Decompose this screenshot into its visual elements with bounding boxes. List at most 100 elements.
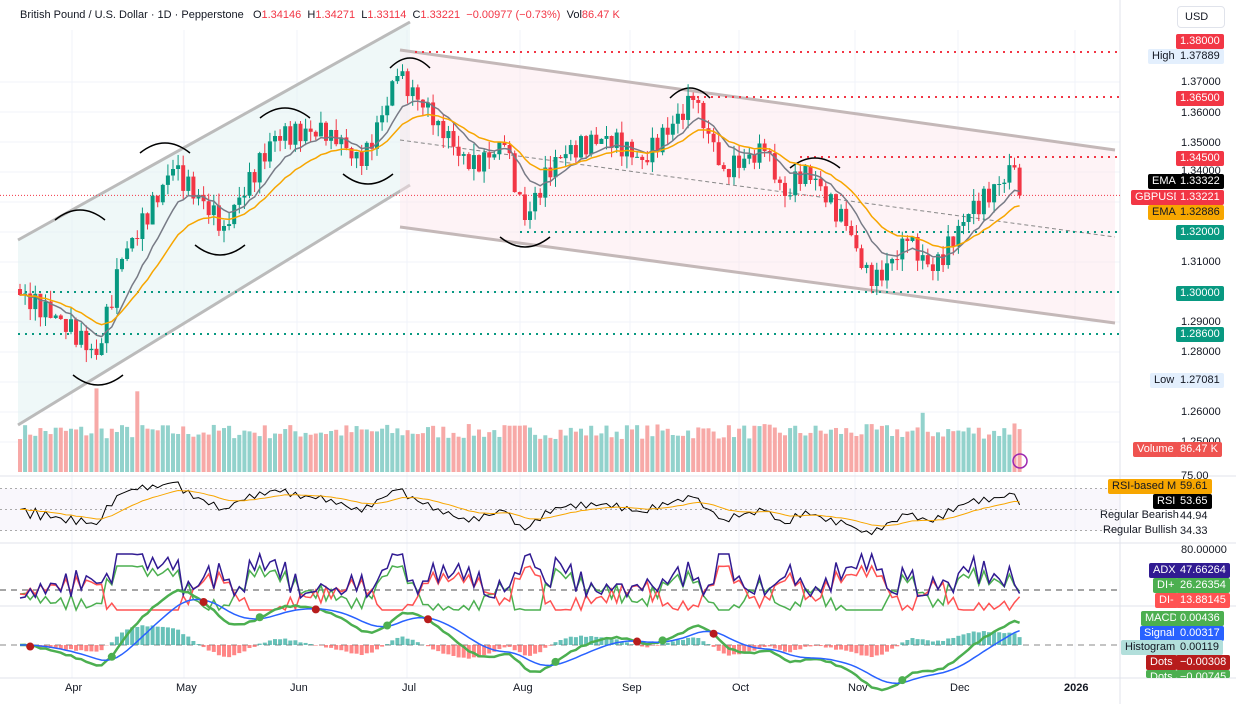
- volume-bar: [344, 425, 349, 472]
- histogram-bar: [58, 645, 63, 649]
- candle-body: [232, 204, 237, 225]
- hand-drawn-arc: [72, 374, 124, 386]
- histogram-bar: [563, 638, 568, 645]
- volume-bar: [191, 436, 196, 472]
- open-label: O: [252, 9, 262, 21]
- candle-body: [420, 99, 425, 108]
- regular-bearish-value: 44.94: [1180, 510, 1208, 522]
- close-label: C: [412, 9, 421, 21]
- volume-bar: [614, 431, 619, 472]
- histogram-bar: [879, 645, 884, 655]
- candle-body: [660, 127, 665, 153]
- volume-bar: [828, 429, 833, 472]
- candle-body: [334, 130, 339, 145]
- volume-bar: [879, 425, 884, 472]
- hand-drawn-arc: [669, 87, 711, 99]
- volume-bar: [579, 428, 583, 472]
- histogram-bar: [487, 645, 492, 654]
- candle-body: [783, 182, 787, 196]
- volume-bar: [670, 435, 675, 472]
- price-tick: 1.26000: [1181, 406, 1221, 418]
- volume-bar: [53, 427, 58, 472]
- histogram-bar: [640, 645, 645, 647]
- volume-bar: [951, 431, 956, 472]
- candle-body: [120, 259, 124, 270]
- candle-body: [533, 192, 538, 212]
- adx-value: 47.66264: [1176, 563, 1230, 578]
- volume-bar: [89, 433, 94, 472]
- volume-bar: [441, 426, 446, 472]
- low-label: L: [361, 9, 368, 21]
- level-tag-1320: 1.32000: [1176, 225, 1224, 240]
- candle-body: [84, 330, 89, 351]
- volume-bar: [655, 424, 660, 472]
- histogram-bar: [762, 645, 767, 648]
- candle-body: [726, 169, 731, 178]
- volume-bar: [711, 431, 716, 472]
- volume-bar: [905, 431, 910, 472]
- candle-body: [400, 71, 405, 76]
- currency-button[interactable]: USD: [1177, 6, 1225, 28]
- candle-body: [879, 269, 884, 281]
- symbol-header[interactable]: British Pound / U.S. Dollar · 1D · Peppe…: [20, 9, 620, 21]
- histogram-bar: [966, 633, 971, 645]
- volume-bar: [936, 432, 940, 472]
- volume-bar: [594, 435, 599, 472]
- volume-bar: [84, 435, 89, 472]
- volume-bar: [130, 437, 135, 472]
- volume-bar: [956, 430, 961, 472]
- volume-bar: [757, 426, 762, 472]
- histogram-bar: [375, 645, 379, 650]
- volume-bar: [74, 429, 79, 472]
- histogram-bar: [1017, 637, 1022, 645]
- hand-drawn-arc: [499, 236, 551, 248]
- descending-channel-lower: [399, 225, 1116, 325]
- candle-body: [267, 141, 272, 162]
- volume-bar: [701, 428, 706, 472]
- histogram-bar: [278, 639, 283, 645]
- histogram-bar: [859, 645, 864, 656]
- candle-body: [53, 315, 58, 318]
- time-tick: Nov: [848, 682, 868, 694]
- volume-bar: [18, 438, 22, 472]
- candle-body: [951, 236, 956, 247]
- histogram-bar: [69, 645, 73, 650]
- histogram-bar: [405, 638, 410, 645]
- histogram-bar: [426, 645, 430, 647]
- volume-bar: [1002, 428, 1007, 472]
- volume-bar: [665, 428, 670, 472]
- volume-bar: [405, 430, 410, 472]
- volume-bar: [742, 425, 747, 472]
- candle-body: [798, 171, 803, 184]
- histogram-bar: [242, 645, 247, 652]
- volume-bar: [1012, 423, 1017, 472]
- histogram-bar: [329, 645, 334, 648]
- histogram-bar: [125, 629, 130, 645]
- histogram-bar: [721, 645, 726, 654]
- candle-body: [691, 95, 696, 100]
- price-tick: 1.36000: [1181, 107, 1221, 119]
- volume-bar: [533, 434, 538, 472]
- time-tick: Jun: [290, 682, 308, 694]
- candle-body: [859, 248, 864, 268]
- candle-body: [920, 255, 925, 261]
- candle-body: [971, 200, 976, 214]
- histogram-bar: [176, 629, 181, 645]
- candle-body: [864, 264, 869, 268]
- candle-body: [135, 237, 140, 240]
- candle-body: [584, 136, 589, 155]
- di-plus-value: 26.26354: [1176, 578, 1230, 593]
- candle-body: [441, 121, 446, 139]
- volume-bar: [900, 436, 905, 472]
- candle-body: [803, 166, 808, 184]
- volume-bar: [461, 437, 466, 472]
- histogram-bar: [84, 645, 89, 652]
- candle-body: [732, 155, 736, 178]
- histogram-bar: [497, 645, 502, 650]
- histogram-bar: [89, 645, 94, 652]
- histogram-bar: [1012, 633, 1017, 645]
- candle-body: [201, 194, 206, 202]
- volume-bar: [283, 429, 288, 472]
- candle-body: [925, 255, 930, 265]
